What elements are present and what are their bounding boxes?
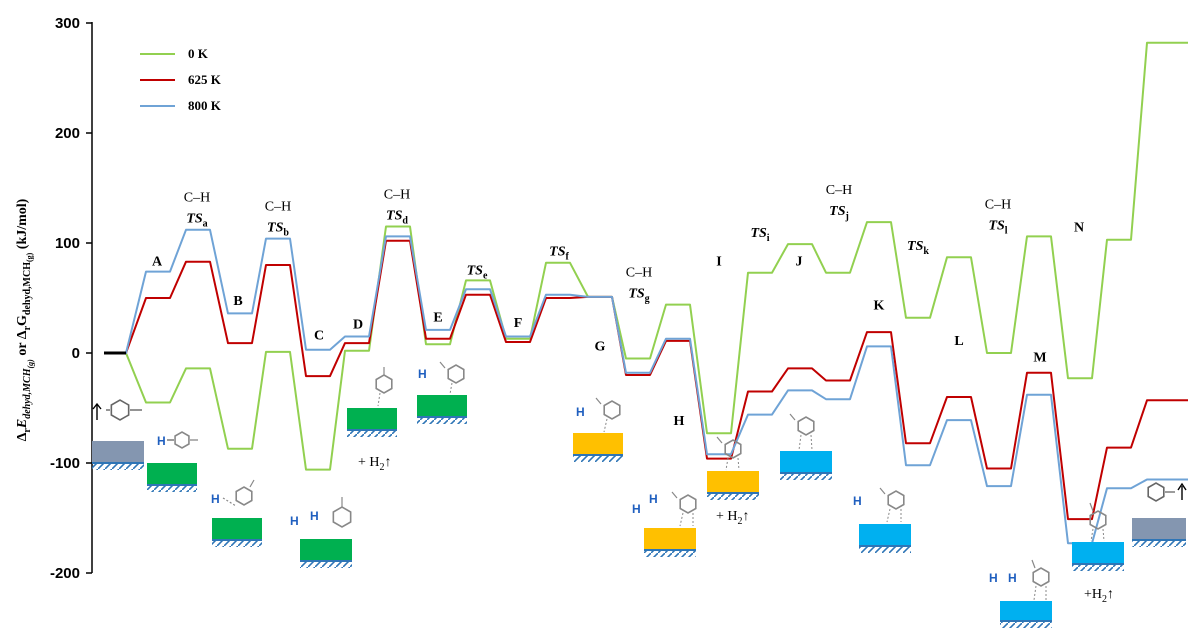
- green-surface-E: H: [417, 361, 467, 424]
- series-layer: [104, 41, 1188, 545]
- ts-label-i: TSi: [750, 226, 769, 244]
- ylabel-sub-dehyd2: dehyd,MCH: [22, 262, 33, 315]
- blue-surface-J: [780, 413, 832, 480]
- ylabel-units: (kJ/mol): [15, 198, 30, 252]
- ts-label-e: TSe: [467, 263, 488, 281]
- y-tick-label-1: 200: [55, 125, 80, 142]
- yellow-surface-I: [707, 436, 759, 500]
- h2-release-label-2: + H2↑: [716, 509, 750, 527]
- svg-text:H: H: [211, 492, 220, 506]
- svg-text:H: H: [989, 571, 998, 585]
- y-axis-label: ΔrEdehyd,MCH(g) or ΔrGdehyd,MCH(g) (kJ/m…: [15, 198, 35, 441]
- ts-label-k: TSk: [907, 239, 929, 257]
- state-label-M: M: [1033, 350, 1046, 365]
- legend: 0 K 625 K 800 K: [140, 46, 222, 113]
- ch-label-l: C–H: [985, 197, 1011, 212]
- state-label-I: I: [716, 255, 721, 270]
- state-label-G: G: [595, 339, 606, 354]
- green-surface-B: H: [211, 479, 262, 547]
- series-line-0: [118, 41, 1188, 471]
- legend-label-625k: 625 K: [188, 72, 222, 87]
- yellow-surface-G: H: [573, 397, 623, 462]
- state-label-K: K: [874, 299, 885, 314]
- series-line-2: [118, 228, 1188, 545]
- yellow-surface-H: HH: [632, 491, 697, 557]
- ylabel-sub-g: (g): [26, 359, 35, 369]
- ch-label-d: C–H: [384, 187, 410, 202]
- ylabel-e: E: [15, 419, 30, 429]
- legend-label-0k: 0 K: [188, 46, 209, 61]
- y-tick-label-2: 100: [55, 235, 80, 252]
- state-label-F: F: [514, 316, 523, 331]
- svg-text:H: H: [576, 405, 585, 419]
- state-label-J: J: [796, 255, 803, 270]
- y-tick-label-0: 300: [55, 15, 80, 32]
- ts-label-j: TSj: [829, 204, 849, 222]
- ch-label-j: C–H: [826, 183, 852, 198]
- svg-text:H: H: [418, 367, 427, 381]
- h2-release-label-1: + H2↑: [358, 455, 392, 473]
- ts-label-g: TSg: [628, 287, 649, 305]
- svg-text:H: H: [649, 492, 658, 506]
- ylabel-sub-dehyd: dehyd,MCH: [22, 367, 33, 419]
- legend-label-800k: 800 K: [188, 98, 222, 113]
- y-tick-label-5: -200: [50, 565, 80, 582]
- ylabel-or: or Δ: [15, 330, 30, 359]
- y-tick-label-3: 0: [72, 345, 80, 362]
- ch-label-g: C–H: [626, 266, 652, 281]
- ch-label-a: C–H: [184, 191, 210, 206]
- state-label-C: C: [314, 328, 324, 343]
- svg-text:H: H: [632, 502, 641, 516]
- state-label-D: D: [353, 317, 363, 332]
- state-label-A: A: [152, 255, 163, 270]
- ylabel-g: G: [15, 315, 30, 326]
- y-axis-ticks: 300 200 100 0 -100 -200: [50, 15, 92, 582]
- gas-surface-right: [1132, 482, 1187, 547]
- state-label-H: H: [674, 414, 685, 429]
- state-label-E: E: [433, 311, 442, 326]
- ylabel-delta: Δ: [15, 432, 30, 441]
- svg-text:H: H: [1008, 571, 1017, 585]
- series-line-1: [118, 239, 1188, 521]
- svg-text:H: H: [157, 434, 166, 448]
- state-label-B: B: [233, 294, 242, 309]
- gas-surface-left: [92, 399, 144, 470]
- ts-label-f: TSf: [549, 245, 569, 263]
- ts-label-a: TSa: [186, 212, 207, 230]
- ts-label-d: TSd: [386, 208, 408, 226]
- svg-text:H: H: [290, 514, 299, 528]
- ylabel-sub-r2: r: [22, 325, 33, 330]
- ts-label-b: TSb: [267, 221, 289, 239]
- ylabel-sub-r: r: [22, 428, 33, 433]
- green-surface-A: H: [147, 431, 198, 492]
- green-surface-D: [347, 367, 397, 437]
- y-tick-label-4: -100: [50, 455, 80, 472]
- state-label-L: L: [954, 334, 963, 349]
- blue-surface-K: H: [853, 487, 911, 553]
- svg-text:H: H: [853, 494, 862, 508]
- ylabel-sub-g2: (g): [25, 252, 34, 262]
- state-label-N: N: [1074, 221, 1084, 236]
- ts-label-l: TSl: [988, 218, 1007, 236]
- svg-text:H: H: [310, 509, 319, 523]
- h2-release-label-3: +H2↑: [1084, 587, 1114, 605]
- state-labels: A B C D E F G H I J K L M N TSa C–H TSb C–H TSd C–H TSe TSf TS…: [152, 183, 1084, 429]
- blue-surface-N: [1072, 502, 1124, 571]
- ch-label-b: C–H: [265, 200, 291, 215]
